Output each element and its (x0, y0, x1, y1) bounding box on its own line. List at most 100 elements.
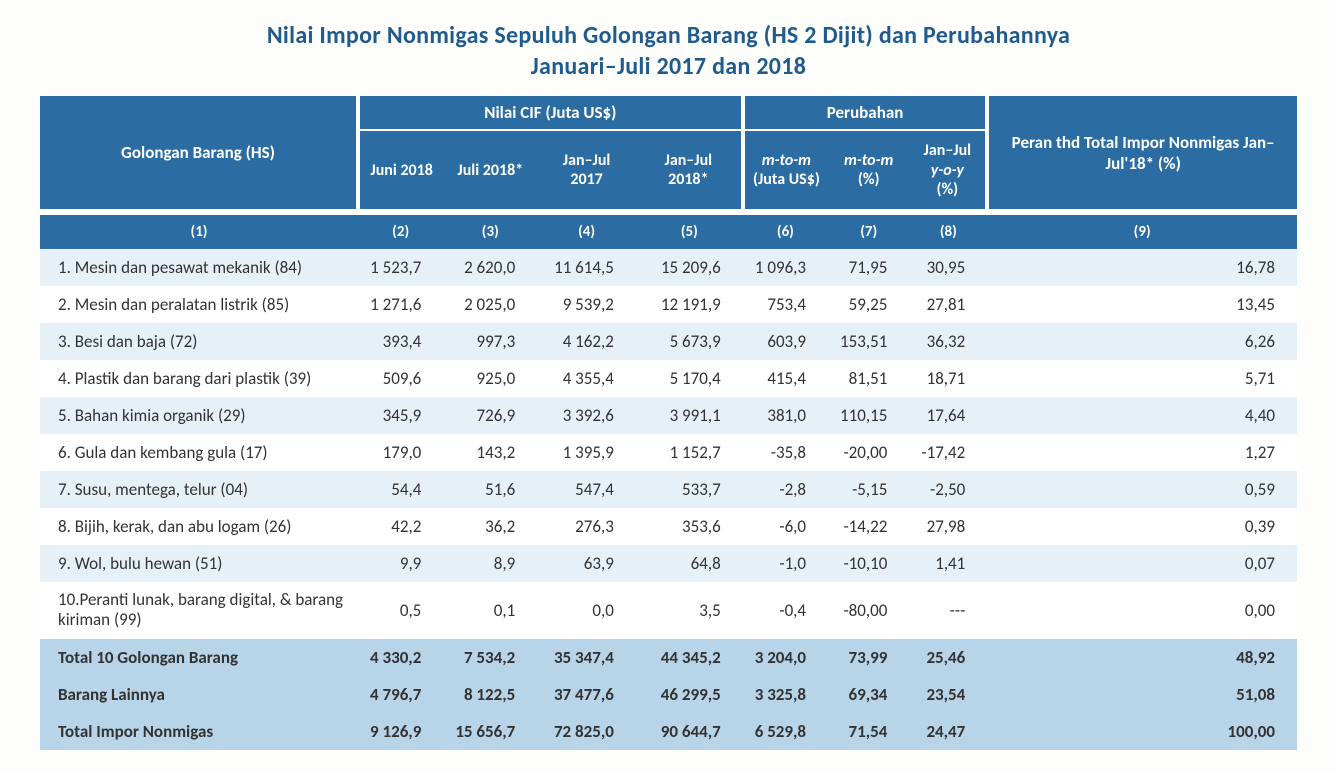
cell-value: 509,6 (358, 360, 443, 397)
cell-value: 3 204,0 (743, 639, 828, 676)
cell-value: -35,8 (743, 434, 828, 471)
cell-value: 3 991,1 (636, 397, 743, 434)
colnum-7: (7) (828, 212, 909, 249)
colnum-8: (8) (909, 212, 987, 249)
cell-value: 1 271,6 (358, 286, 443, 323)
cell-value: 46 299,5 (636, 676, 743, 713)
cell-value: 23,54 (909, 676, 987, 713)
header-c8: Jan–Jul y-o-y (%) (909, 130, 987, 212)
cell-value: 51,6 (443, 471, 537, 508)
table-row: 10.Peranti lunak, barang digital, & bara… (40, 582, 1297, 639)
cell-value: 16,78 (987, 249, 1297, 286)
cell-value: 15 209,6 (636, 249, 743, 286)
header-peran: Peran thd Total Impor Nonmigas Jan–Jul'1… (987, 96, 1297, 212)
cell-value: 90 644,7 (636, 713, 743, 750)
header-c7b: (%) (858, 170, 880, 189)
cell-value: 381,0 (743, 397, 828, 434)
cell-value: 3 325,8 (743, 676, 828, 713)
row-name: 3. Besi dan baja (72) (40, 323, 358, 360)
cell-value: 37 477,6 (537, 676, 636, 713)
cell-value: 17,64 (909, 397, 987, 434)
cell-value: 6,26 (987, 323, 1297, 360)
cell-value: 1,27 (987, 434, 1297, 471)
cell-value: 179,0 (358, 434, 443, 471)
header-column-numbers: (1) (2) (3) (4) (5) (6) (7) (8) (9) (40, 212, 1297, 249)
cell-value: 2 620,0 (443, 249, 537, 286)
cell-value: -5,15 (828, 471, 909, 508)
row-name: 8. Bijih, kerak, dan abu logam (26) (40, 508, 358, 545)
cell-value: 8,9 (443, 545, 537, 582)
cell-value: 7 534,2 (443, 639, 537, 676)
table-body: 1. Mesin dan pesawat mekanik (84)1 523,7… (40, 249, 1297, 750)
page-title: Nilai Impor Nonmigas Sepuluh Golongan Ba… (40, 20, 1297, 82)
table-row: 6. Gula dan kembang gula (17)179,0143,21… (40, 434, 1297, 471)
cell-value: 81,51 (828, 360, 909, 397)
row-name: 9. Wol, bulu hewan (51) (40, 545, 358, 582)
colnum-1: (1) (40, 212, 358, 249)
cell-value: 54,4 (358, 471, 443, 508)
cell-value: 2 025,0 (443, 286, 537, 323)
header-group-change: Perubahan (743, 96, 988, 130)
title-line1: Nilai Impor Nonmigas Sepuluh Golongan Ba… (267, 21, 1070, 50)
cell-value: 753,4 (743, 286, 828, 323)
header-c6a: m-to-m (762, 151, 811, 170)
cell-value: 0,1 (443, 582, 537, 639)
row-name: 2. Mesin dan peralatan listrik (85) (40, 286, 358, 323)
header-c3: Juli 2018* (443, 130, 537, 212)
cell-value: 63,9 (537, 545, 636, 582)
cell-value: 71,54 (828, 713, 909, 750)
cell-value: 27,81 (909, 286, 987, 323)
cell-value: 1 523,7 (358, 249, 443, 286)
table-row: 7. Susu, mentega, telur (04)54,451,6547,… (40, 471, 1297, 508)
cell-value: 353,6 (636, 508, 743, 545)
header-c8a: Jan–Jul (924, 141, 972, 160)
cell-value: -0,4 (743, 582, 828, 639)
cell-value: 726,9 (443, 397, 537, 434)
cell-value: 0,0 (537, 582, 636, 639)
colnum-9: (9) (987, 212, 1297, 249)
cell-value: 5 170,4 (636, 360, 743, 397)
cell-value: --- (909, 582, 987, 639)
cell-value: 0,07 (987, 545, 1297, 582)
table-row: 1. Mesin dan pesawat mekanik (84)1 523,7… (40, 249, 1297, 286)
cell-value: 345,9 (358, 397, 443, 434)
colnum-2: (2) (358, 212, 443, 249)
cell-value: 9 539,2 (537, 286, 636, 323)
colnum-3: (3) (443, 212, 537, 249)
header-c8b: y-o-y (931, 161, 964, 180)
table-row: 2. Mesin dan peralatan listrik (85)1 271… (40, 286, 1297, 323)
cell-value: 4 355,4 (537, 360, 636, 397)
header-c4: Jan–Jul 2017 (537, 130, 636, 212)
total-name: Total 10 Golongan Barang (40, 639, 358, 676)
table-row: 8. Bijih, kerak, dan abu logam (26)42,23… (40, 508, 1297, 545)
cell-value: 5 673,9 (636, 323, 743, 360)
header-c7a: m-to-m (844, 151, 893, 170)
header-c8c: (%) (937, 180, 959, 199)
cell-value: 42,2 (358, 508, 443, 545)
cell-value: 393,4 (358, 323, 443, 360)
cell-value: 0,5 (358, 582, 443, 639)
cell-value: 110,15 (828, 397, 909, 434)
table-row: 5. Bahan kimia organik (29)345,9726,93 3… (40, 397, 1297, 434)
header-c6b: (Juta US$) (753, 170, 820, 189)
cell-value: 4,40 (987, 397, 1297, 434)
cell-value: 0,39 (987, 508, 1297, 545)
table-row: 9. Wol, bulu hewan (51)9,98,963,964,8-1,… (40, 545, 1297, 582)
cell-value: 15 656,7 (443, 713, 537, 750)
cell-value: 36,2 (443, 508, 537, 545)
cell-value: -20,00 (828, 434, 909, 471)
cell-value: -17,42 (909, 434, 987, 471)
total-name: Barang Lainnya (40, 676, 358, 713)
cell-value: 3 392,6 (537, 397, 636, 434)
cell-value: 603,9 (743, 323, 828, 360)
table-total-row: Barang Lainnya4 796,78 122,537 477,646 2… (40, 676, 1297, 713)
cell-value: 51,08 (987, 676, 1297, 713)
cell-value: 997,3 (443, 323, 537, 360)
cell-value: 27,98 (909, 508, 987, 545)
cell-value: 4 330,2 (358, 639, 443, 676)
cell-value: 3,5 (636, 582, 743, 639)
cell-value: -80,00 (828, 582, 909, 639)
cell-value: 35 347,4 (537, 639, 636, 676)
cell-value: 11 614,5 (537, 249, 636, 286)
cell-value: -10,10 (828, 545, 909, 582)
